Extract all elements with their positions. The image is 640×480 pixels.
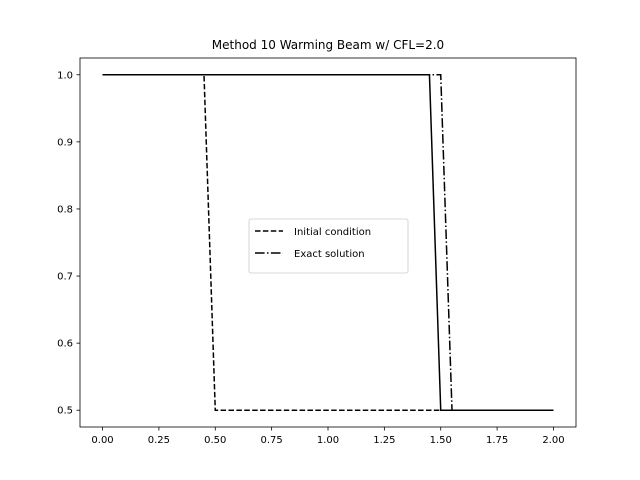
x-tick-label: 1.25: [373, 435, 395, 446]
legend-label: Initial condition: [294, 227, 371, 238]
y-tick-label: 0.7: [57, 272, 73, 283]
legend: Initial condition Exact solution: [248, 218, 409, 274]
x-tick-label: 0.25: [148, 435, 170, 446]
axes: 0.00 0.25 0.50 0.75 1.00 1.25 1.50 1.75 2.00 0.5 0…: [57, 57, 577, 446]
y-tick-label: 0.8: [57, 204, 73, 215]
y-tick-label: 0.9: [57, 137, 73, 148]
x-tick-label: 1.50: [430, 435, 452, 446]
legend-label: Exact solution: [294, 249, 365, 260]
x-tick-label: 1.75: [486, 435, 508, 446]
x-tick-label: 1.00: [317, 435, 339, 446]
legend-box: [248, 218, 409, 274]
y-tick-label: 0.5: [57, 406, 73, 417]
series-line-exact-solution: [102, 74, 554, 411]
x-tick-label: 0.50: [204, 435, 226, 446]
x-tick-label: 2.00: [542, 435, 564, 446]
y-tick-label: 1.0: [57, 70, 73, 81]
y-tick-label: 0.6: [57, 339, 73, 350]
plot-area: [102, 74, 554, 411]
chart-title: Method 10 Warming Beam w/ CFL=2.0: [212, 38, 444, 52]
x-tick-label: 0.00: [91, 435, 113, 446]
x-tick-label: 0.75: [261, 435, 283, 446]
